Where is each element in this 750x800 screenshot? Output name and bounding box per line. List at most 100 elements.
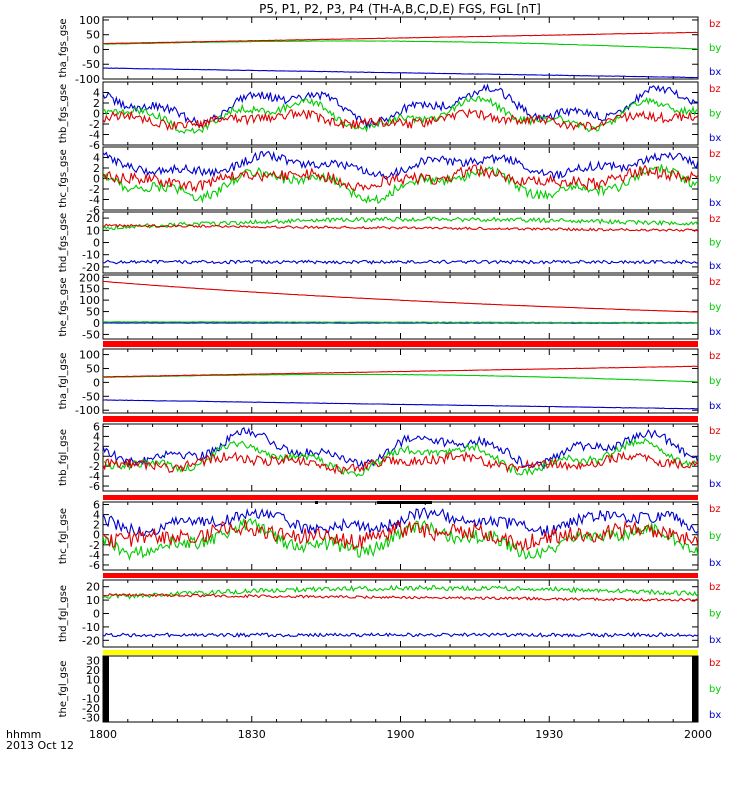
y-axis-label: tha_fgl_gse — [58, 353, 69, 410]
panel-edge-bar — [103, 656, 109, 722]
y-tick-label: 0 — [93, 173, 100, 186]
panel-3: 420-2-4-6 thc_fgs_gse bz by bx — [58, 146, 721, 217]
y-tick-label: -20 — [82, 702, 100, 715]
legend-bz: bz — [709, 582, 721, 593]
y-axis-label: thd_fgl_gse — [58, 585, 69, 642]
y-tick-label: -10 — [82, 621, 100, 634]
series-line-bx — [103, 507, 698, 538]
y-tick-label: 2 — [93, 519, 100, 532]
y-tick-label: 20 — [86, 212, 100, 225]
y-tick-label: 0 — [93, 317, 100, 330]
legend-by: by — [709, 453, 721, 464]
y-tick-label: 4 — [93, 509, 100, 522]
y-tick-label: 0 — [93, 237, 100, 250]
legend-bx: bx — [709, 635, 721, 646]
quality-flag-bar — [103, 573, 698, 578]
y-tick-label: 150 — [79, 283, 100, 296]
x-tick-label: 1930 — [535, 728, 563, 741]
legend-by: by — [709, 174, 721, 185]
series-line-bx — [103, 427, 698, 470]
y-tick-label: -4 — [89, 129, 100, 142]
x-tick-label: 1800 — [89, 728, 117, 741]
y-tick-label: -6 — [89, 480, 100, 493]
y-tick-label: 100 — [79, 294, 100, 307]
legend-bz: bz — [709, 504, 721, 515]
legend-bx: bx — [709, 198, 721, 209]
y-tick-label: 2 — [93, 162, 100, 175]
y-tick-label: 6 — [93, 499, 100, 512]
series-line-bx — [103, 259, 698, 265]
y-tick-label: -50 — [82, 328, 100, 341]
series-line-bz — [103, 163, 698, 193]
y-axis-label: tha_fgs_gse — [58, 18, 69, 77]
legend-bz: bz — [709, 19, 721, 30]
y-tick-label: 0 — [93, 376, 100, 389]
y-tick-label: 20 — [86, 581, 100, 594]
y-tick-label: -20 — [82, 634, 100, 647]
panel-1: 100 500 -50 -100 tha_fgs_gse bz by bx — [58, 14, 721, 86]
chart-title: P5, P1, P2, P3, P4 (TH-A,B,C,D,E) FGS, F… — [259, 2, 541, 16]
y-tick-label: 6 — [93, 420, 100, 433]
y-tick-label: 30 — [86, 655, 100, 668]
y-tick-label: 0 — [93, 608, 100, 621]
legend-by: by — [709, 238, 721, 249]
legend-bz: bz — [709, 84, 721, 95]
y-tick-label: 10 — [86, 594, 100, 607]
y-tick-label: 50 — [86, 306, 100, 319]
y-tick-label: -4 — [89, 194, 100, 207]
legend-bz: bz — [709, 426, 721, 437]
legend-bz: bz — [709, 658, 721, 669]
y-tick-label: -100 — [75, 404, 100, 417]
y-tick-label: -2 — [89, 118, 100, 131]
y-tick-label: -6 — [89, 139, 100, 152]
series-line-bz — [103, 280, 698, 313]
legend-bz: bz — [709, 149, 721, 160]
series-line-by — [103, 437, 698, 478]
x-tick-label: 2000 — [684, 728, 712, 741]
series-line-by — [103, 584, 698, 600]
y-tick-label: 4 — [93, 430, 100, 443]
x-tick-label: 1830 — [238, 728, 266, 741]
y-tick-label: 4 — [93, 152, 100, 165]
legend-by: by — [709, 376, 721, 387]
time-row-label: hhmm — [6, 728, 41, 741]
legend-by: by — [709, 43, 721, 54]
series-line-bz — [103, 365, 698, 378]
legend-bx: bx — [709, 558, 721, 569]
y-tick-label: -50 — [82, 390, 100, 403]
date-label: 2013 Oct 12 — [6, 739, 74, 752]
y-tick-label: 100 — [79, 349, 100, 362]
status-mark — [315, 501, 318, 504]
y-tick-label: 0 — [93, 108, 100, 121]
series-line-by — [103, 321, 698, 324]
y-tick-label: -6 — [89, 559, 100, 572]
y-tick-label: 200 — [79, 271, 100, 284]
series-line-bz — [103, 450, 698, 475]
legend-bx: bx — [709, 67, 721, 78]
y-tick-label: -10 — [82, 692, 100, 705]
legend-bx: bx — [709, 261, 721, 272]
y-axis-label: thb_fgl_gse — [58, 429, 69, 486]
y-tick-label: -2 — [89, 539, 100, 552]
series-line-bx — [103, 399, 698, 410]
series-line-bz — [103, 31, 698, 45]
y-tick-label: 0 — [93, 450, 100, 463]
y-tick-label: 50 — [86, 362, 100, 375]
legend-by: by — [709, 609, 721, 620]
series-line-bz — [103, 520, 698, 552]
y-axis-label: the_fgl_gse — [58, 661, 69, 718]
series-line-by — [103, 216, 698, 231]
series-line-by — [103, 95, 698, 135]
legend-by: by — [709, 684, 721, 695]
y-tick-label: -2 — [89, 183, 100, 196]
legend-bz: bz — [709, 351, 721, 362]
legend-by: by — [709, 109, 721, 120]
legend-bz: bz — [709, 277, 721, 288]
y-tick-label: 10 — [86, 674, 100, 687]
y-axis-label: thc_fgl_gse — [58, 508, 69, 564]
series-line-bz — [103, 107, 698, 132]
